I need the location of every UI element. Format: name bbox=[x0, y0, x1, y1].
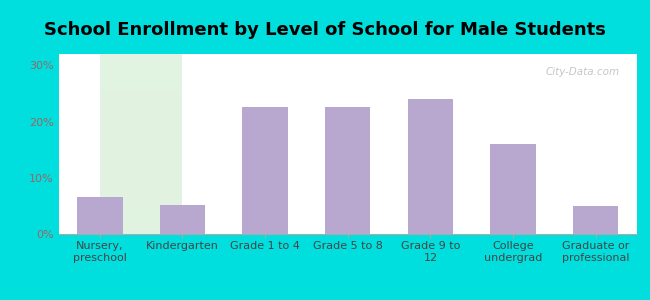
Bar bbox=[100, 90, 183, 119]
Bar bbox=[100, 205, 183, 234]
Bar bbox=[100, 4, 183, 32]
Bar bbox=[408, 99, 453, 234]
Bar bbox=[77, 197, 123, 234]
Bar bbox=[100, 0, 183, 4]
Bar bbox=[100, 61, 183, 90]
Text: School Enrollment by Level of School for Male Students: School Enrollment by Level of School for… bbox=[44, 21, 606, 39]
Bar bbox=[242, 107, 288, 234]
Bar bbox=[573, 206, 618, 234]
Bar bbox=[160, 205, 205, 234]
Bar bbox=[100, 176, 183, 205]
Text: City-Data.com: City-Data.com bbox=[545, 67, 619, 76]
Bar bbox=[490, 144, 536, 234]
Bar bbox=[325, 107, 370, 234]
Bar bbox=[100, 119, 183, 148]
Bar bbox=[100, 148, 183, 176]
Bar bbox=[100, 32, 183, 61]
